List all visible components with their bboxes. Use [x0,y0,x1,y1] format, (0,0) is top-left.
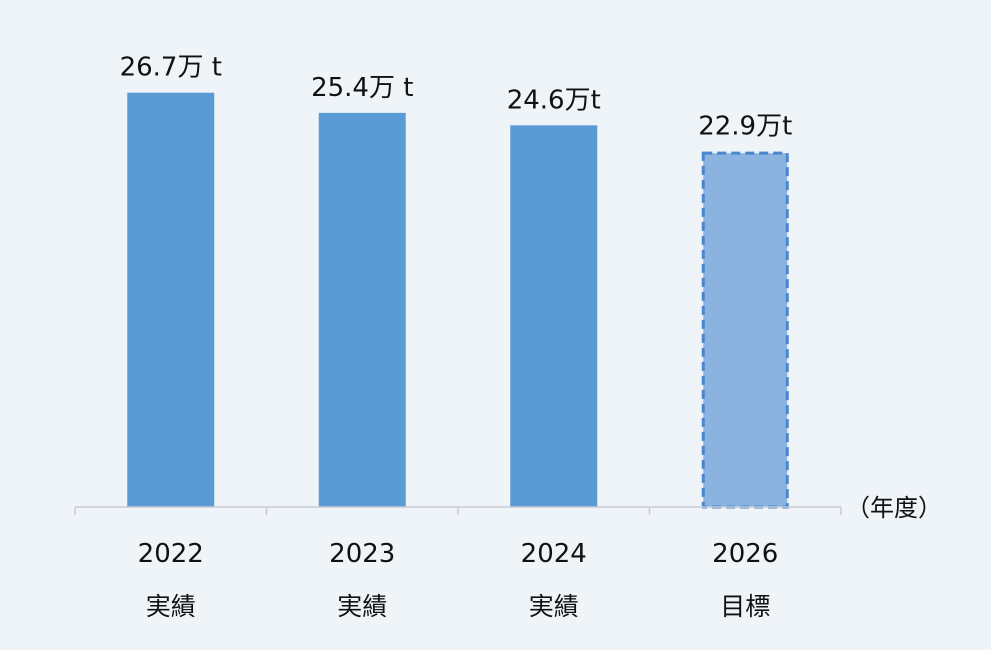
x-tick-label: 2022 [138,539,204,569]
bar-value-label: 25.4万 t [311,73,413,103]
bar-target [701,151,789,509]
bar-actual [127,92,215,507]
bars-group [127,92,789,509]
x-tick-labels: 2022 2023 2024 2026 [138,539,779,569]
x-tick-sublabel: 実績 [337,592,387,621]
x-tick-label: 2026 [712,539,778,569]
x-tick-label: 2023 [329,539,395,569]
bar-value-label: 24.6万t [507,85,601,115]
x-tick-sublabel: 実績 [529,592,579,621]
bar-value-label: 22.9万t [698,112,792,142]
x-tick-label: 2024 [521,539,587,569]
x-axis-unit-label: （年度） [846,494,942,522]
x-axis-ticks [74,507,842,515]
x-tick-sublabel: 実績 [146,592,196,621]
bar-value-label: 26.7万 t [120,53,222,83]
data-labels-group: 26.7万 t 25.4万 t 24.6万t 22.9万t [120,53,793,142]
x-tick-sublabels: 実績 実績 実績 目標 [146,592,771,621]
bar-actual [318,112,406,507]
x-tick-sublabel: 目標 [720,592,770,621]
bar-actual [510,125,598,507]
